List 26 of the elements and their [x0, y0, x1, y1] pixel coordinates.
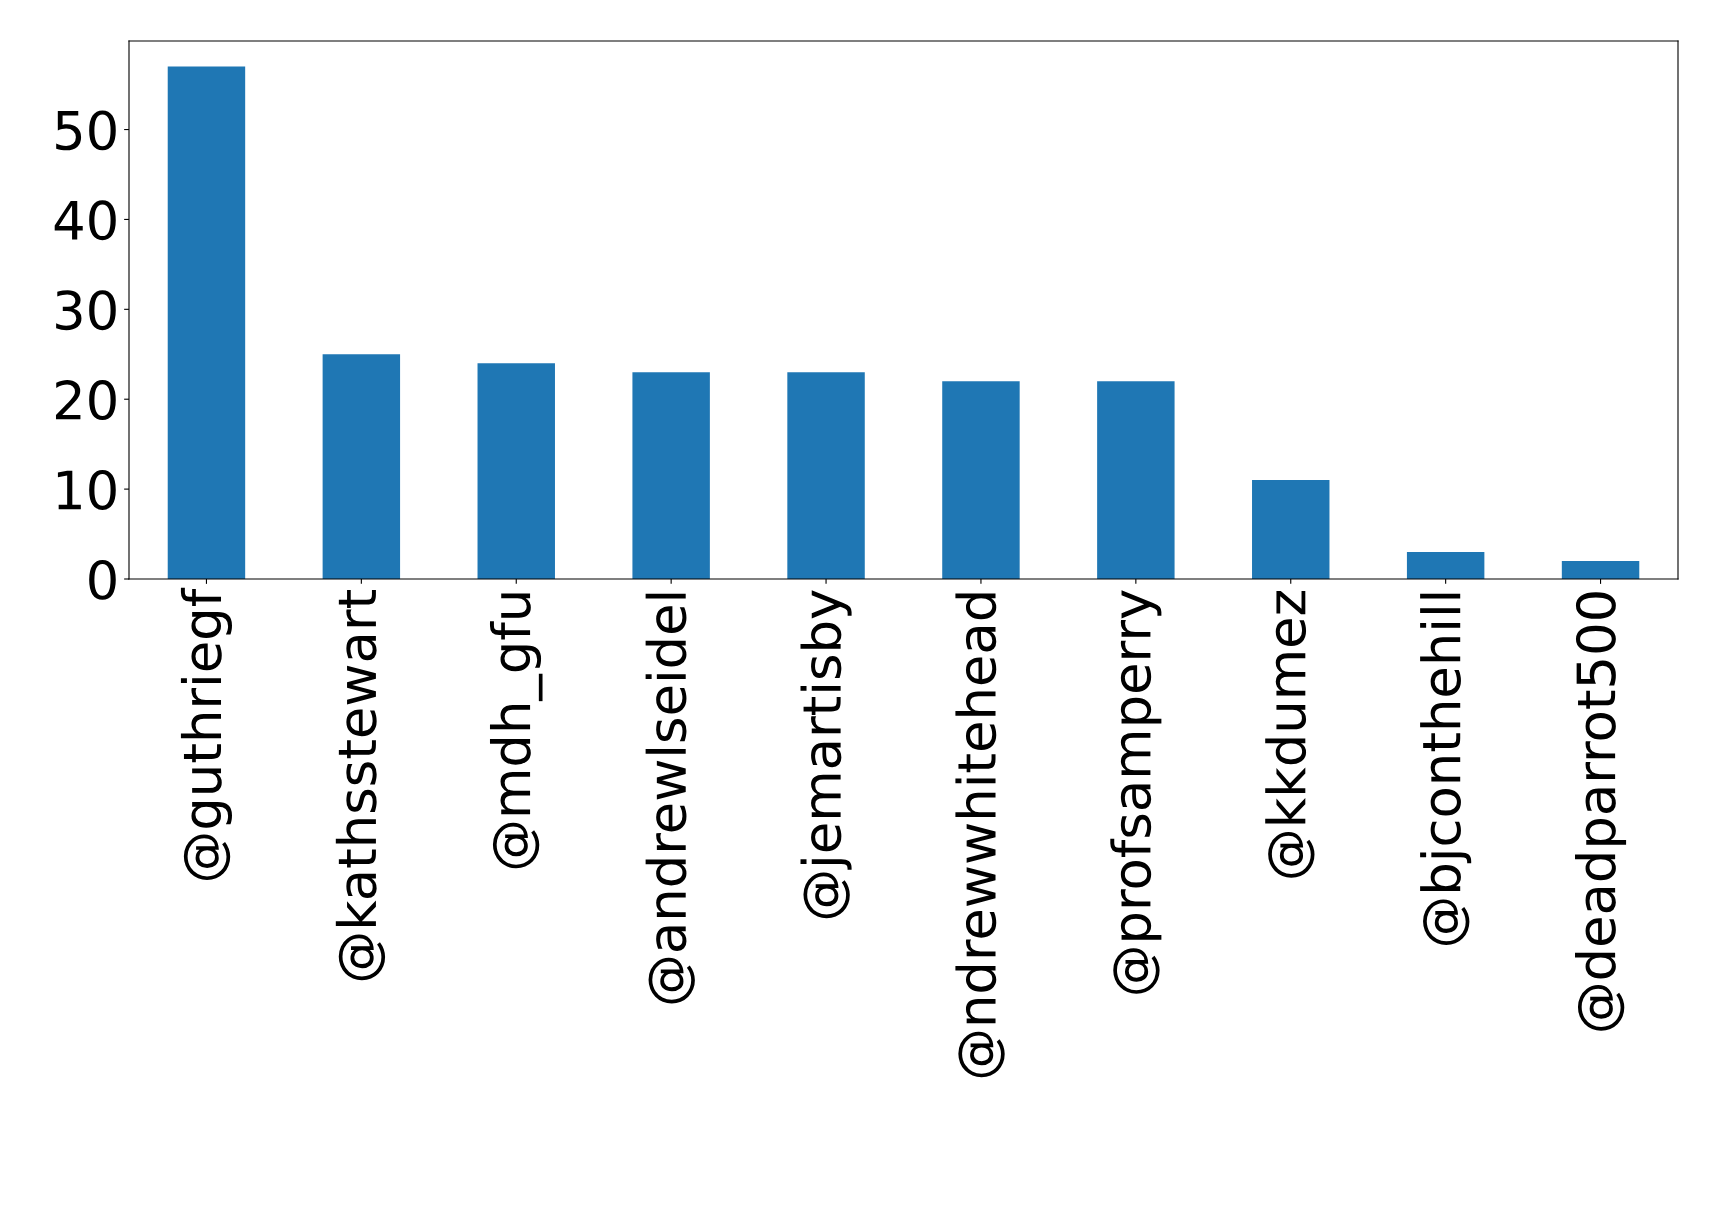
y-tick-label: 40: [54, 200, 116, 241]
x-tick-label: @mdh_gfu: [489, 593, 543, 869]
x-tick-label: @profsamperry: [1110, 590, 1162, 994]
x-tick-label: @kathsstewart: [335, 589, 386, 981]
x-tick-label: @andrewlseidel: [645, 593, 695, 1004]
bar: [322, 354, 401, 579]
x-tick-label: @bjconthehill: [1420, 593, 1472, 945]
bar: [1097, 381, 1175, 579]
x-tick-label: @guthriegf: [180, 587, 232, 881]
bar: [167, 66, 246, 579]
y-tick-label: 50: [56, 110, 116, 151]
x-tick-label: @ndrewwhitehead: [955, 593, 1005, 1078]
bar: [1561, 561, 1640, 579]
bar: [477, 363, 555, 579]
x-tick-label: @jemartisby: [800, 590, 852, 919]
y-tick-label: 20: [55, 380, 116, 421]
bar: [1252, 480, 1330, 579]
bar: [942, 381, 1020, 579]
y-tick-label: 10: [57, 469, 116, 510]
bar: [787, 372, 865, 579]
x-tick-label: @kkdumez: [1265, 590, 1315, 878]
y-tick-label: 30: [56, 290, 116, 331]
bar: [632, 372, 710, 579]
x-tick-label: @deadparrot500: [1575, 592, 1627, 1031]
y-tick-label: 0: [89, 559, 116, 600]
bar: [1406, 552, 1485, 579]
